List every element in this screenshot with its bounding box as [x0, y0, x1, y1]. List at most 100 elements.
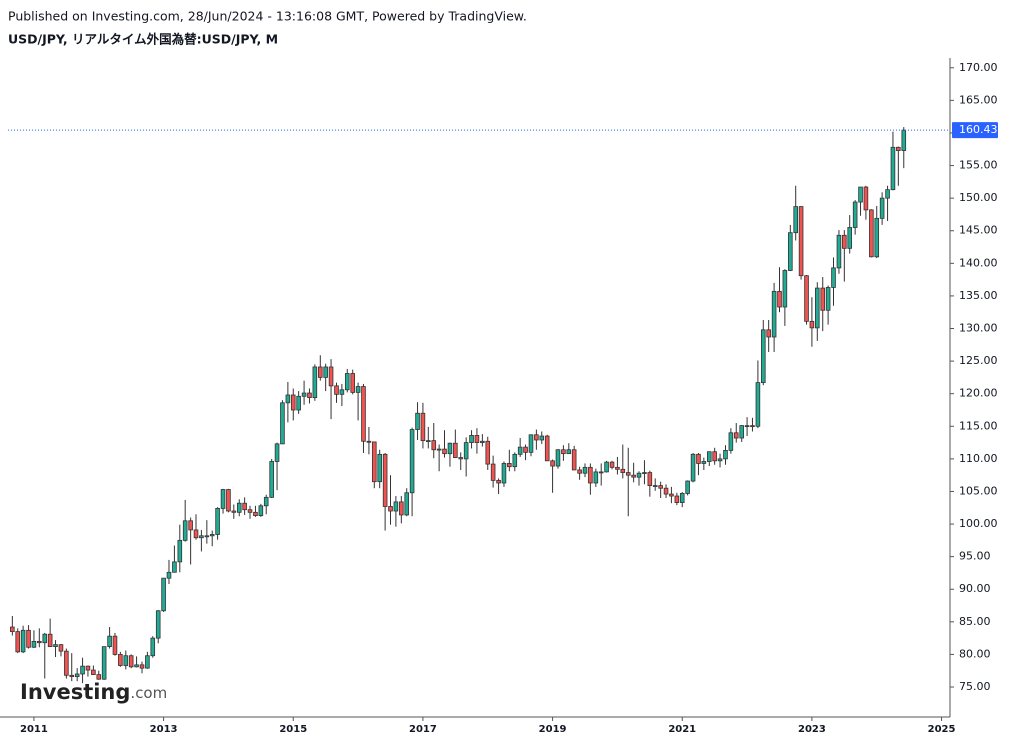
candle-body — [674, 495, 680, 503]
candle-body — [64, 650, 69, 676]
candle-body — [679, 493, 685, 503]
watermark-main: Investing — [20, 680, 130, 704]
candle-body — [231, 510, 237, 513]
candle-body — [788, 232, 793, 271]
candle-body — [625, 472, 631, 476]
candle-body — [53, 644, 58, 648]
candle-body — [253, 511, 258, 516]
candle-body — [561, 449, 566, 455]
y-tick-label: 125.00 — [959, 354, 998, 367]
candle-body — [355, 386, 361, 393]
candle-body — [593, 471, 599, 484]
candle-body — [490, 463, 496, 481]
candle-body — [847, 227, 852, 249]
candle-body — [15, 631, 21, 653]
candle-body — [372, 441, 377, 483]
candle-body — [96, 674, 102, 680]
candle-body — [318, 366, 323, 378]
candle-body — [652, 485, 658, 488]
candle-body — [118, 654, 123, 666]
candle-body — [863, 186, 869, 211]
candle-body — [10, 626, 15, 633]
candle-body — [636, 472, 642, 478]
candle-body — [366, 440, 372, 443]
candle-body — [20, 629, 26, 653]
candle-body — [869, 209, 874, 258]
y-tick-label: 150.00 — [959, 191, 998, 204]
candle-body — [744, 425, 750, 428]
candle-body — [166, 571, 172, 579]
candle-body — [177, 539, 183, 563]
candle-body — [885, 189, 890, 199]
candle-body — [669, 493, 674, 497]
candle-body — [334, 385, 339, 395]
candle-body — [263, 496, 269, 507]
candle-body — [663, 487, 669, 495]
candle-body — [344, 373, 350, 391]
candle-body — [447, 442, 453, 455]
symbol-title: USD/JPY, リアルタイム外国為替:USD/JPY, M — [8, 32, 278, 47]
candle-body — [566, 449, 572, 455]
candle-body — [820, 287, 826, 311]
x-tick-label: 2017 — [409, 724, 437, 735]
y-tick-label: 115.00 — [959, 419, 998, 432]
candle-body — [879, 197, 885, 219]
candle-body — [26, 629, 31, 648]
candle-body — [496, 479, 501, 484]
candle-body — [74, 673, 80, 677]
candle-body — [339, 389, 345, 395]
y-tick-label: 105.00 — [959, 484, 998, 497]
y-tick-label: 110.00 — [959, 452, 998, 465]
candle-body — [199, 535, 204, 539]
candle-body — [312, 366, 318, 399]
candle-body — [301, 392, 307, 397]
y-tick-label: 145.00 — [959, 224, 998, 237]
x-tick-label: 2013 — [150, 724, 178, 735]
candle-body — [539, 435, 545, 441]
candle-body — [101, 646, 107, 680]
candle-body — [112, 635, 118, 655]
candle-body — [209, 534, 215, 537]
candle-body — [701, 461, 707, 464]
y-tick-label: 100.00 — [959, 517, 998, 530]
candle-body — [836, 234, 842, 269]
candle-body — [474, 435, 480, 443]
candle-body — [463, 442, 469, 460]
candle-body — [453, 442, 458, 458]
candle-body — [436, 448, 442, 451]
candle-body — [80, 665, 85, 675]
candle-body — [193, 529, 199, 539]
candle-body — [409, 429, 415, 494]
candle-body — [577, 469, 582, 474]
candle-body — [798, 206, 804, 277]
y-tick-label: 130.00 — [959, 322, 998, 335]
candle-body — [247, 509, 253, 513]
x-tick-label: 2023 — [798, 724, 826, 735]
candle-body — [550, 460, 555, 467]
candle-body — [350, 373, 355, 393]
candle-body — [361, 386, 366, 442]
candle-body — [842, 234, 847, 249]
candle-body — [874, 217, 880, 258]
candle-body — [723, 450, 728, 460]
candle-body — [47, 633, 53, 648]
y-tick-label: 95.00 — [959, 550, 991, 563]
candle-body — [285, 394, 291, 404]
candle-body — [280, 402, 285, 445]
x-tick-label: 2019 — [539, 724, 567, 735]
candle-body — [782, 270, 788, 308]
candle-body — [858, 186, 863, 203]
candle-body — [588, 466, 593, 484]
candle-body — [717, 458, 723, 462]
candle-body — [825, 287, 831, 311]
candle-body — [631, 474, 636, 478]
candle-body — [69, 674, 75, 677]
candle-body — [512, 453, 518, 468]
candle-body — [523, 446, 528, 453]
y-tick-label: 155.00 — [959, 159, 998, 172]
candle-body — [161, 577, 166, 612]
watermark: Investing.com — [20, 680, 167, 704]
candle-body — [377, 453, 382, 483]
published-line: Published on Investing.com, 28/Jun/2024 … — [8, 9, 527, 24]
